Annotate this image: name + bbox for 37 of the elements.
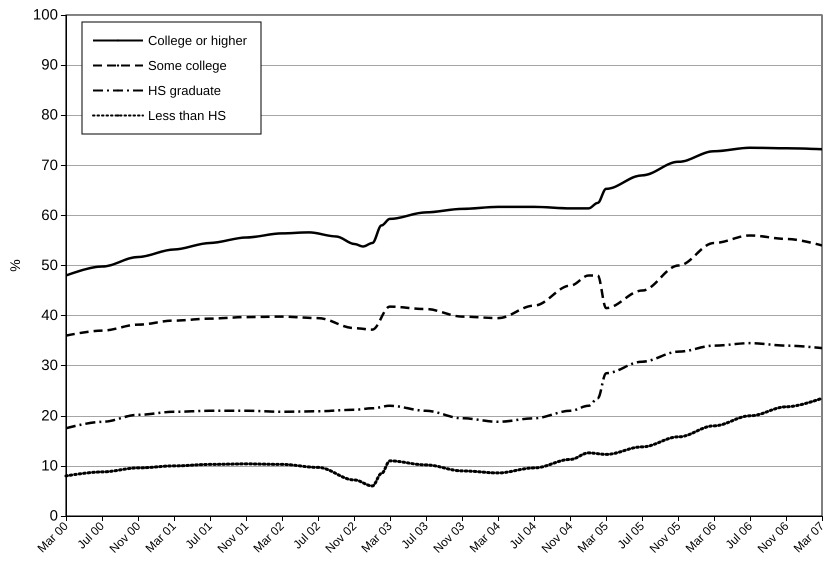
y-tick-label: 80	[41, 106, 58, 124]
y-axis-title: %	[7, 259, 23, 272]
x-tick-label: Mar 06	[682, 518, 720, 556]
x-tick-label: Nov 06	[754, 518, 792, 556]
legend-label: HS graduate	[148, 83, 221, 98]
x-tick-label: Nov 05	[646, 518, 684, 556]
x-tick-label: Jul 04	[506, 518, 540, 552]
x-tick-label: Nov 04	[538, 518, 576, 556]
x-tick-label: Jul 02	[290, 518, 324, 552]
y-tick-label: 30	[41, 357, 58, 374]
y-tick-label: 60	[41, 206, 58, 224]
x-tick-label: Mar 02	[250, 518, 288, 556]
x-tick-label: Mar 07	[790, 518, 828, 556]
y-tick-label: 0	[50, 508, 58, 524]
legend-label: Some college	[148, 58, 227, 73]
legend-label: Less than HS	[148, 108, 226, 123]
x-tick-label: Mar 01	[142, 518, 180, 556]
x-tick-label: Nov 03	[430, 518, 468, 556]
x-tick-label: Mar 04	[466, 518, 504, 556]
y-tick-label: 70	[41, 156, 58, 174]
x-tick-label: Jul 01	[182, 518, 216, 552]
y-tick-label: 90	[41, 56, 58, 74]
x-tick-label: Jul 03	[398, 518, 432, 552]
legend-label: College or higher	[148, 33, 248, 48]
y-tick-label: 40	[41, 307, 58, 324]
x-tick-label: Jul 06	[722, 518, 756, 552]
x-tick-label: Jul 00	[74, 518, 108, 552]
x-tick-label: Nov 00	[106, 518, 144, 556]
y-tick-label: 50	[41, 257, 58, 274]
x-tick-label: Nov 01	[214, 518, 252, 556]
y-tick-label: 20	[41, 407, 58, 424]
y-tick-label: 10	[41, 457, 58, 474]
x-tick-label: Nov 02	[322, 518, 360, 556]
x-tick-label: Mar 03	[358, 518, 396, 556]
x-tick-label: Jul 05	[614, 518, 648, 552]
y-tick-label: 100	[32, 6, 58, 24]
x-tick-label: Mar 05	[574, 518, 612, 556]
